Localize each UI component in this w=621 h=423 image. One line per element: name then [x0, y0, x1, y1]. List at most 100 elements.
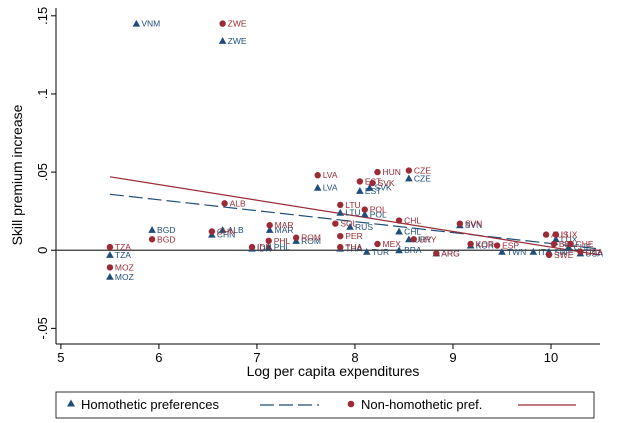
nonhomothetic-label-phl: PHL: [274, 236, 291, 246]
homothetic-label-zwe: ZWE: [228, 36, 247, 46]
nonhomothetic-label-tza: TZA: [115, 242, 131, 252]
homothetic-point-tur: [362, 247, 371, 255]
nonhomothetic-label-lux: LUX: [561, 230, 578, 240]
homothetic-label-chl: CHL: [404, 226, 421, 236]
homothetic-label-rus: RUS: [355, 222, 373, 232]
y-tick-label: .05: [35, 163, 50, 181]
homothetic-fit-line: [109, 193, 601, 250]
nonhomothetic-point-est: [356, 178, 364, 185]
nonhomothetic-point-hun: [374, 168, 381, 176]
nonhomothetic-point-aus: [542, 231, 550, 238]
homothetic-label-svk: SVK: [375, 183, 392, 193]
x-tick-label: 6: [155, 350, 162, 365]
nonhomothetic-label-chn: CHN: [217, 226, 235, 236]
x-tick-label: 9: [449, 350, 456, 365]
homothetic-point-cze: [405, 174, 413, 182]
nonhomothetic-label-kor: KOR: [476, 239, 494, 249]
nonhomothetic-label-mar: MAR: [275, 220, 294, 230]
nonhomothetic-label-tha: THA: [345, 242, 362, 252]
legend-homothetic-marker: [67, 399, 75, 407]
homothetic-label-kor: KOR: [476, 241, 494, 251]
homothetic-label-tur: TUR: [372, 247, 389, 257]
homothetic-label-usa: USA: [585, 248, 603, 258]
y-tick-label: 0: [35, 247, 50, 254]
nonhomothetic-label-pol: POL: [370, 205, 387, 215]
homothetic-label-ltu: LTU: [345, 208, 360, 218]
nonhomothetic-label-idn: IDN: [257, 242, 272, 252]
legend-nonhomothetic-marker: [347, 400, 355, 408]
nonhomothetic-point-kor: [467, 240, 474, 248]
nonhomothetic-point-swe: [545, 251, 553, 259]
homothetic-point-twn: [498, 247, 506, 255]
legend: Homothetic preferences Non-homothetic pr…: [55, 391, 595, 419]
homothetic-label-est: EST: [365, 186, 382, 196]
homothetic-label-ita: ITA: [538, 247, 551, 257]
nonhomothetic-point-idn: [248, 243, 256, 251]
nonhomothetic-label-mex: MEX: [382, 239, 401, 249]
x-axis-title: Log per capita expenditures: [247, 363, 420, 379]
homothetic-point-che: [564, 243, 573, 251]
nonhomothetic-label-hun: HUN: [382, 167, 400, 177]
nonhomothetic-point-lux: [552, 231, 560, 238]
homothetic-point-bra: [395, 246, 403, 254]
homothetic-point-vnm: [132, 19, 141, 27]
homothetic-label-vnm: VNM: [141, 19, 160, 29]
homothetic-label-idn: IDN: [257, 244, 272, 254]
homothetic-label-tza: TZA: [115, 250, 131, 260]
x-tick-label: 7: [253, 350, 260, 365]
x-tick-label: 5: [57, 350, 64, 365]
nonhomothetic-point-tza: [106, 243, 114, 251]
homothetic-point-moz: [106, 273, 114, 280]
nonhomothetic-label-bel: BEL: [559, 239, 575, 249]
nonhomothetic-point-lva: [314, 172, 321, 179]
homothetic-point-pol: [360, 210, 369, 218]
homothetic-label-pol: POL: [370, 209, 387, 219]
nonhomothetic-label-rom: ROM: [301, 233, 321, 243]
nonhomothetic-point-moz: [106, 264, 114, 271]
nonhomothetic-label-lva: LVA: [323, 170, 338, 180]
nonhomothetic-point-esp: [493, 242, 501, 249]
homothetic-point-lux: [552, 235, 560, 243]
y-tick-label: .1: [35, 89, 50, 100]
legend-homothetic-label: Homothetic preferences: [81, 397, 220, 412]
homothetic-label-tha: THA: [345, 244, 362, 254]
homothetic-label-lux: LUX: [561, 234, 578, 244]
nonhomothetic-label-swe: SWE: [554, 250, 574, 260]
nonhomothetic-label-chl: CHL: [404, 216, 421, 226]
nonhomothetic-point-zwe: [219, 20, 226, 27]
nonhomothetic-label-bgd: BGD: [157, 234, 175, 244]
legend-nonhomothetic-label: Non-homothetic pref.: [361, 397, 482, 412]
homothetic-point-ita: [529, 247, 538, 255]
nonhomothetic-point-bgd: [148, 236, 156, 243]
homothetic-label-phl: PHL: [274, 242, 291, 252]
nonhomothetic-point-chn: [208, 228, 216, 235]
nonhomothetic-label-sol: SOL: [340, 219, 357, 229]
homothetic-point-lva: [313, 183, 322, 191]
homothetic-label-moz: MOZ: [115, 272, 134, 282]
nonhomothetic-point-che: [567, 240, 574, 248]
homothetic-label-bra: BRA: [404, 245, 422, 255]
nonhomothetic-point-chl: [395, 217, 403, 224]
homothetic-label-svn: SVN: [465, 220, 482, 230]
homothetic-point-phl: [264, 243, 273, 251]
nonhomothetic-point-rom: [292, 234, 300, 241]
homothetic-point-mar: [265, 226, 274, 233]
nonhomothetic-fit-line: [109, 176, 601, 256]
homothetic-point-zwe: [218, 37, 227, 44]
nonhomothetic-point-cze: [405, 167, 413, 174]
homothetic-label-swe: SWE: [554, 247, 574, 257]
homothetic-label-lva: LVA: [323, 183, 338, 193]
nonhomothetic-label-usa: USA: [585, 247, 603, 257]
nonhomothetic-point-sol: [332, 220, 339, 227]
homothetic-point-rus: [346, 222, 354, 230]
nonhomothetic-label-che: CHE: [576, 239, 594, 249]
nonhomothetic-point-bel: [550, 240, 558, 248]
nonhomothetic-point-alb: [221, 200, 228, 207]
y-axis-title: Skill premium increase: [9, 104, 25, 245]
nonhomothetic-label-ltu: LTU: [345, 200, 360, 210]
homothetic-label-arg: ARG: [441, 248, 459, 258]
y-tick-label: .15: [35, 7, 50, 25]
nonhomothetic-point-usa: [577, 248, 584, 255]
nonhomothetic-point-mex: [374, 240, 381, 248]
